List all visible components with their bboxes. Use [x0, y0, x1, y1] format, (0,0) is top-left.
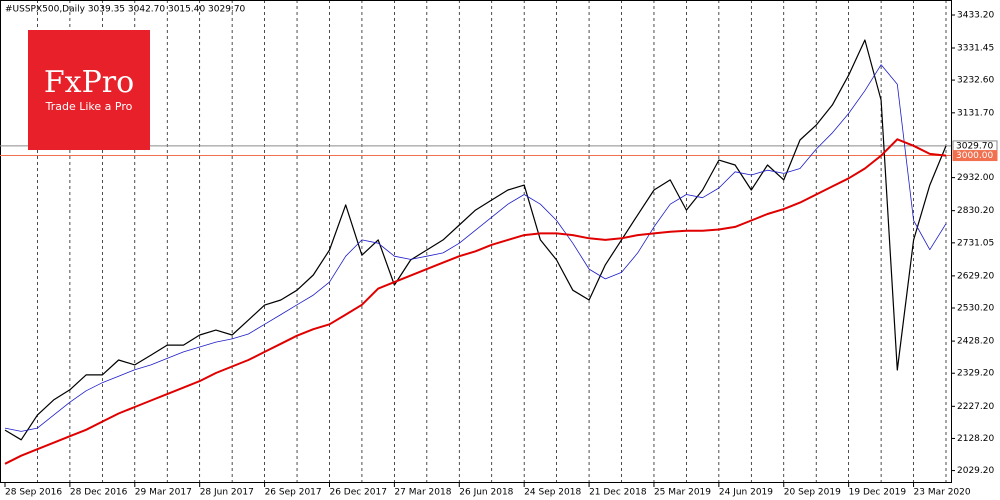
y-tick-label: 2128.20 [957, 434, 994, 444]
x-tick-label: 28 Dec 2016 [70, 488, 128, 498]
x-tick-label: 28 Sep 2016 [5, 488, 62, 498]
x-tick-label: 26 Jun 2018 [459, 488, 513, 498]
logo-brand: FxPro [44, 65, 134, 100]
price-label: 3029.70 [956, 141, 993, 151]
price-label: 3000.00 [956, 151, 993, 161]
plot [0, 39, 951, 465]
x-tick-label: 29 Mar 2017 [135, 488, 192, 498]
logo-tagline: Trade Like a Pro [45, 100, 133, 113]
x-tick-label: 24 Jun 2019 [719, 488, 773, 498]
y-tick-label: 2227.20 [957, 402, 994, 412]
x-tick-label: 21 Dec 2018 [589, 488, 647, 498]
x-tick-label: 26 Dec 2017 [329, 488, 387, 498]
y-tick-label: 3232.60 [957, 76, 994, 86]
y-tick-label: 2530.20 [957, 304, 994, 314]
grid [37, 0, 947, 483]
y-tick-label: 2629.20 [957, 271, 994, 281]
x-tick-label: 27 Mar 2018 [394, 488, 451, 498]
price-label-box [952, 150, 998, 162]
y-tick-label: 2329.20 [957, 369, 994, 379]
x-tick-label: 20 Sep 2019 [784, 488, 841, 498]
logo-box [28, 30, 150, 150]
x-tick-label: 24 Sep 2018 [524, 488, 581, 498]
series-line [4, 39, 947, 441]
x-tick-label: 25 Mar 2019 [654, 488, 711, 498]
x-tick-label: 19 Dec 2019 [849, 488, 907, 498]
y-tick-label: 2830.20 [957, 206, 994, 216]
plot-frame [0, 0, 952, 483]
y-tick-label: 2029.20 [957, 466, 994, 476]
y-tick-label: 2932.00 [957, 173, 994, 183]
y-tick-label: 3131.70 [957, 108, 994, 118]
series-line [4, 138, 947, 465]
chart-title: #USSPX500,Daily 3039.35 3042.70 3015.40 … [5, 5, 246, 15]
x-tick-label: 28 Jun 2017 [200, 488, 254, 498]
x-tick-label: 26 Sep 2017 [265, 488, 322, 498]
x-tick-label: 23 Mar 2020 [914, 488, 971, 498]
y-tick-label: 2428.20 [957, 337, 994, 347]
y-tick-label: 2731.05 [957, 238, 994, 248]
y-tick-label: 3433.20 [957, 10, 994, 20]
series-line [4, 64, 947, 432]
y-tick-label: 3331.45 [957, 44, 994, 54]
